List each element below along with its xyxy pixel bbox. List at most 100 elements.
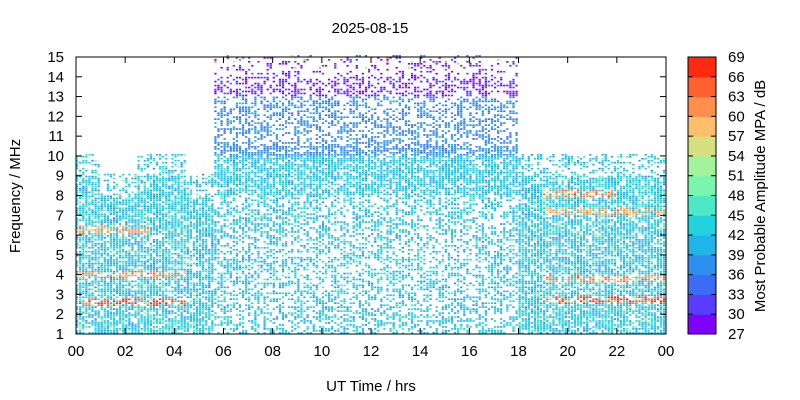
heat-cell (177, 268, 180, 271)
heat-cell (195, 241, 199, 243)
heat-cell (235, 252, 239, 255)
heat-cell (115, 193, 119, 196)
heat-cell (269, 165, 272, 168)
heat-cell (251, 262, 254, 265)
heat-cell (79, 246, 82, 249)
heat-cell (174, 207, 177, 210)
heat-cell (128, 328, 131, 330)
heat-cell (168, 241, 171, 243)
heat-cell (208, 260, 211, 263)
heat-cell (294, 134, 297, 136)
heat-cell (131, 229, 134, 231)
heat-cell (85, 306, 88, 308)
heat-cell (85, 316, 88, 318)
heat-cell (281, 244, 285, 247)
heat-cell (235, 144, 239, 146)
heat-cell (269, 292, 272, 295)
heat-cell (146, 254, 149, 257)
heat-cell (82, 205, 85, 208)
heat-cell (149, 324, 153, 326)
heat-cell (177, 320, 180, 322)
heat-cell (85, 254, 88, 257)
heat-cell (152, 219, 156, 221)
heat-cell (278, 264, 282, 267)
heat-cell (275, 229, 279, 231)
heat-cell (79, 209, 82, 212)
heat-cell (195, 328, 199, 330)
heat-cell (263, 302, 266, 305)
heat-cell (149, 310, 153, 312)
heat-cell (152, 244, 156, 247)
heat-cell (248, 276, 251, 279)
heat-cell (272, 98, 275, 101)
heat-cell (82, 306, 85, 308)
heat-cell (251, 155, 254, 158)
heat-cell (100, 296, 103, 299)
heat-cell (275, 106, 279, 109)
heat-cell (155, 215, 159, 217)
heat-cell (94, 187, 97, 190)
heat-cell (223, 155, 226, 158)
heat-cell (131, 302, 134, 305)
heat-cell (291, 102, 294, 105)
heat-cell (76, 316, 79, 318)
heat-cell (226, 258, 229, 261)
heat-cell (217, 153, 220, 156)
heat-cell (294, 157, 297, 160)
heat-cell (180, 163, 183, 166)
heat-cell (168, 229, 171, 231)
heat-cell (162, 171, 165, 174)
heat-cell (122, 217, 125, 219)
heat-cell (177, 242, 180, 245)
heat-cell (241, 142, 245, 144)
heat-cell (171, 262, 174, 265)
heat-cell (260, 163, 263, 166)
heat-cell (134, 324, 137, 326)
heat-cell (263, 193, 266, 196)
heat-cell (278, 84, 282, 87)
heat-cell (109, 246, 113, 249)
heat-cell (272, 88, 275, 91)
heat-cell (260, 167, 263, 170)
heat-cell (275, 300, 279, 303)
heat-cell (232, 223, 235, 225)
heat-cell (143, 227, 146, 229)
heat-cell (94, 231, 97, 233)
heat-cell (294, 57, 297, 59)
heat-cell (263, 179, 266, 182)
heat-cell (115, 286, 119, 289)
heat-cell (158, 306, 162, 308)
heat-cell (97, 197, 100, 200)
heat-cell (226, 268, 229, 271)
heat-cell (217, 157, 220, 160)
heat-cell (201, 328, 205, 330)
heat-cell (260, 201, 263, 204)
heat-cell (235, 298, 239, 301)
heat-cell (119, 242, 122, 245)
heat-cell (134, 312, 137, 314)
heat-cell (214, 318, 217, 320)
heat-cell (128, 288, 131, 291)
heat-cell (149, 207, 153, 210)
heat-cell (134, 266, 137, 269)
heat-cell (122, 231, 125, 233)
heat-cell (76, 322, 79, 324)
heat-cell (88, 256, 91, 259)
heat-cell (232, 258, 235, 261)
heat-cell (297, 231, 300, 233)
heat-cell (306, 248, 309, 251)
heat-cell (97, 201, 100, 204)
heat-cell (94, 239, 97, 241)
heat-cell (180, 258, 183, 261)
heat-cell (186, 193, 189, 196)
heat-cell (235, 167, 239, 170)
heat-cell (208, 256, 211, 259)
heat-cell (106, 235, 109, 237)
heat-cell (180, 274, 183, 277)
heat-cell (91, 177, 94, 180)
heat-cell (112, 332, 116, 334)
heat-cell (281, 306, 285, 308)
heat-cell (76, 264, 79, 267)
heat-cell (297, 92, 300, 95)
heat-cell (168, 215, 171, 217)
